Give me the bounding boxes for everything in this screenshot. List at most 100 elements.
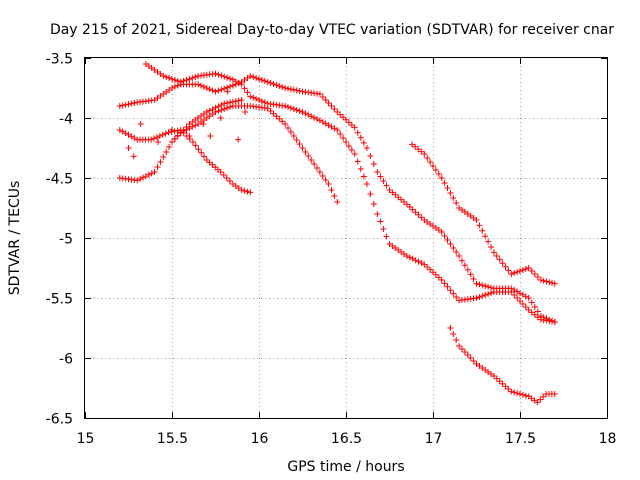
data-point bbox=[157, 159, 164, 165]
data-point bbox=[156, 133, 163, 139]
data-point bbox=[473, 217, 480, 223]
data-point bbox=[279, 84, 286, 90]
data-point bbox=[456, 253, 463, 259]
data-point bbox=[430, 269, 436, 276]
data-point bbox=[453, 200, 460, 206]
data-point bbox=[218, 102, 225, 108]
data-point bbox=[151, 135, 158, 142]
data-point bbox=[424, 155, 431, 161]
data-point bbox=[418, 260, 425, 266]
data-point bbox=[229, 98, 236, 105]
data-point bbox=[189, 139, 196, 145]
y-tick-label: -3.5 bbox=[46, 52, 73, 68]
data-point bbox=[241, 187, 248, 194]
data-point bbox=[485, 291, 492, 297]
data-point bbox=[140, 174, 146, 181]
data-point bbox=[499, 380, 506, 387]
data-point bbox=[444, 283, 451, 290]
data-point bbox=[409, 255, 416, 262]
data-point bbox=[354, 129, 361, 136]
data-point bbox=[354, 158, 361, 165]
data-point bbox=[151, 169, 158, 175]
data-point bbox=[534, 274, 541, 280]
data-point bbox=[285, 85, 291, 92]
data-point bbox=[453, 337, 460, 343]
data-point bbox=[517, 391, 523, 397]
data-point bbox=[241, 85, 248, 92]
data-point bbox=[444, 237, 451, 243]
data-point bbox=[218, 72, 225, 79]
data-point bbox=[345, 143, 352, 149]
data-point bbox=[296, 108, 303, 114]
data-point bbox=[511, 270, 518, 276]
y-tick-label: -4 bbox=[59, 112, 73, 128]
data-point bbox=[163, 74, 170, 80]
data-point bbox=[377, 218, 384, 225]
data-point bbox=[406, 254, 413, 261]
data-point bbox=[276, 83, 283, 89]
data-point bbox=[215, 71, 222, 78]
x-tick-label: 18 bbox=[599, 431, 617, 447]
data-point bbox=[192, 74, 199, 80]
x-tick-label: 16.5 bbox=[331, 431, 362, 447]
data-point bbox=[174, 78, 181, 84]
data-point bbox=[311, 114, 318, 121]
data-point bbox=[334, 199, 341, 205]
data-point bbox=[305, 153, 312, 159]
data-point bbox=[212, 88, 219, 95]
data-point bbox=[166, 75, 173, 81]
data-point bbox=[421, 261, 428, 268]
data-point bbox=[316, 169, 323, 175]
data-point bbox=[450, 331, 457, 337]
data-point bbox=[258, 98, 265, 105]
data-point bbox=[198, 149, 205, 156]
data-point bbox=[296, 141, 303, 147]
data-point bbox=[467, 355, 474, 361]
data-point bbox=[424, 264, 431, 270]
data-point bbox=[250, 74, 257, 80]
data-point bbox=[496, 378, 503, 385]
data-point bbox=[441, 280, 448, 287]
data-point bbox=[490, 249, 497, 256]
data-point bbox=[337, 111, 344, 118]
data-point bbox=[447, 190, 454, 196]
data-point bbox=[299, 145, 306, 151]
x-tick-label: 16 bbox=[251, 431, 269, 447]
data-point bbox=[485, 238, 492, 245]
data-point bbox=[162, 130, 169, 137]
data-point bbox=[488, 284, 494, 291]
data-point bbox=[328, 187, 335, 193]
data-point bbox=[226, 178, 233, 184]
data-point bbox=[403, 253, 410, 259]
data-point bbox=[412, 257, 419, 264]
data-point bbox=[195, 146, 202, 153]
data-point bbox=[250, 94, 257, 101]
data-point bbox=[217, 169, 224, 175]
data-point bbox=[490, 373, 497, 379]
data-point bbox=[235, 97, 242, 104]
data-point bbox=[183, 77, 190, 83]
data-point bbox=[131, 100, 138, 106]
data-point bbox=[221, 85, 228, 92]
data-point bbox=[476, 222, 483, 229]
data-point bbox=[287, 105, 294, 111]
data-point bbox=[522, 304, 529, 310]
data-point bbox=[282, 103, 289, 109]
data-point bbox=[142, 173, 149, 180]
data-point bbox=[302, 110, 309, 117]
data-point bbox=[351, 151, 358, 157]
data-point bbox=[261, 78, 268, 84]
data-point bbox=[207, 133, 214, 139]
data-point bbox=[221, 73, 228, 80]
data-point bbox=[247, 93, 254, 100]
data-point bbox=[134, 177, 141, 184]
data-point bbox=[322, 177, 329, 183]
data-point bbox=[177, 130, 184, 136]
data-point bbox=[267, 108, 274, 114]
data-point bbox=[276, 115, 283, 122]
data-point bbox=[464, 266, 471, 273]
data-point bbox=[160, 154, 167, 160]
data-point bbox=[450, 245, 457, 251]
data-point bbox=[209, 106, 216, 113]
data-point bbox=[235, 136, 242, 143]
